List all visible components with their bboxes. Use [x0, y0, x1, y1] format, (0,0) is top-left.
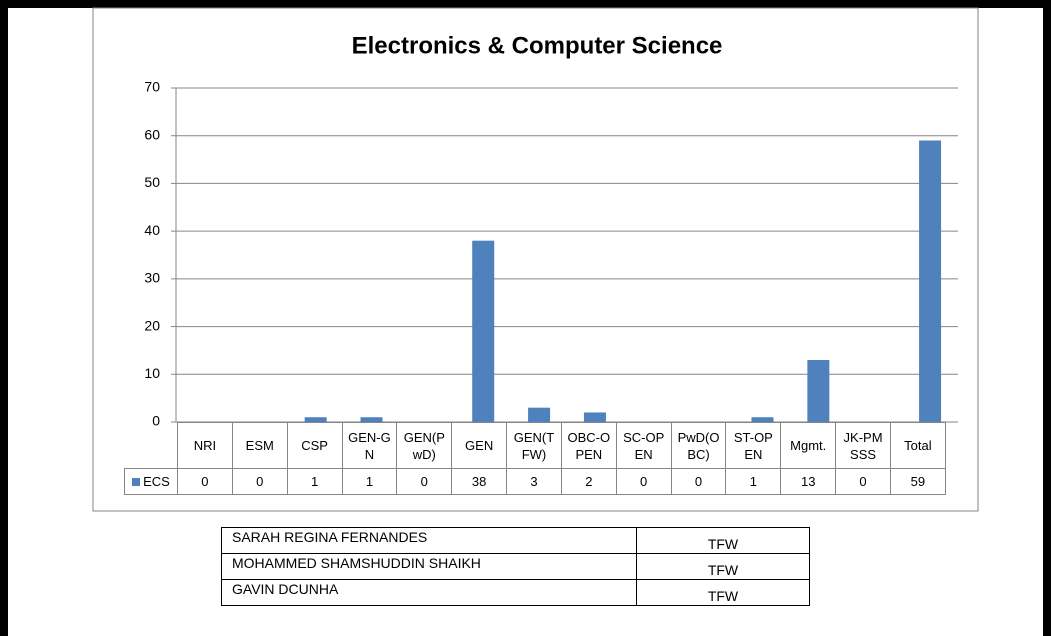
- value-label: 0: [615, 468, 672, 495]
- bar: [304, 417, 327, 422]
- name-cell: SARAH REGINA FERNANDES: [221, 527, 637, 554]
- category-label: SC-OPEN: [615, 422, 672, 469]
- y-tick-label: 20: [144, 317, 160, 333]
- table-row: MOHAMMED SHAMSHUDDIN SHAIKH TFW: [221, 553, 810, 580]
- category-label: Total: [889, 422, 946, 469]
- y-tick-label: 30: [144, 270, 160, 286]
- name-cell: GAVIN DCUNHA: [221, 579, 637, 606]
- y-tick-label: 0: [152, 413, 160, 429]
- category-label: ESM: [231, 422, 288, 469]
- legend-cell: ECS: [124, 468, 178, 495]
- status-cell: TFW: [636, 553, 810, 580]
- y-tick-label: 60: [144, 126, 160, 142]
- category-label: GEN-GN: [341, 422, 398, 469]
- category-label: PwD(OBC): [670, 422, 727, 469]
- value-label: 38: [451, 468, 508, 495]
- table-row: SARAH REGINA FERNANDES TFW: [221, 527, 810, 554]
- bar: [919, 140, 942, 422]
- category-label: OBC-OPEN: [560, 422, 617, 469]
- value-label: 1: [341, 468, 398, 495]
- category-label: NRI: [177, 422, 233, 469]
- value-label: 1: [286, 468, 343, 495]
- y-tick-label: 50: [144, 174, 160, 190]
- value-label: 0: [231, 468, 288, 495]
- category-label: CSP: [286, 422, 343, 469]
- y-tick-label: 70: [144, 79, 160, 95]
- value-label: 0: [670, 468, 727, 495]
- category-label: Mgmt.: [780, 422, 837, 469]
- y-tick-label: 40: [144, 222, 160, 238]
- value-label: 0: [835, 468, 891, 495]
- blank-cell: [124, 422, 178, 469]
- category-label: ST-OPEN: [725, 422, 782, 469]
- category-label: GEN(PwD): [396, 422, 453, 469]
- category-label: JK-PMSSS: [835, 422, 891, 469]
- category-label: GEN(TFW): [506, 422, 562, 469]
- value-label: 59: [889, 468, 946, 495]
- bar: [472, 240, 495, 422]
- value-label: 3: [506, 468, 562, 495]
- bar: [583, 412, 606, 422]
- status-cell: TFW: [636, 527, 810, 554]
- name-cell: MOHAMMED SHAMSHUDDIN SHAIKH: [221, 553, 637, 580]
- table-row: GAVIN DCUNHA TFW: [221, 579, 810, 606]
- names-table: SARAH REGINA FERNANDES TFW MOHAMMED SHAMSH…: [221, 527, 810, 606]
- chart-title: Electronics & Computer Science: [352, 32, 723, 59]
- value-label: 2: [560, 468, 617, 495]
- legend-swatch: [132, 478, 141, 486]
- bar: [751, 417, 774, 422]
- value-row: ECS 0 0 1 1 0 38 3 2 0 0 1 13 0 59: [124, 468, 946, 495]
- legend-label: ECS: [143, 474, 170, 489]
- status-cell: TFW: [636, 579, 810, 606]
- bar: [528, 407, 551, 422]
- category-row: NRI ESM CSP GEN-GN GEN(PwD) GEN GEN(TFW) OBC-OP…: [124, 422, 946, 469]
- value-label: 1: [725, 468, 782, 495]
- value-label: 0: [177, 468, 233, 495]
- bar: [807, 359, 830, 422]
- value-label: 13: [780, 468, 837, 495]
- data-table: NRI ESM CSP GEN-GN GEN(PwD) GEN GEN(TFW) OBC-OP…: [124, 422, 946, 495]
- bar: [360, 417, 383, 422]
- value-label: 0: [396, 468, 453, 495]
- category-label: GEN: [451, 422, 508, 469]
- y-tick-label: 10: [144, 365, 160, 381]
